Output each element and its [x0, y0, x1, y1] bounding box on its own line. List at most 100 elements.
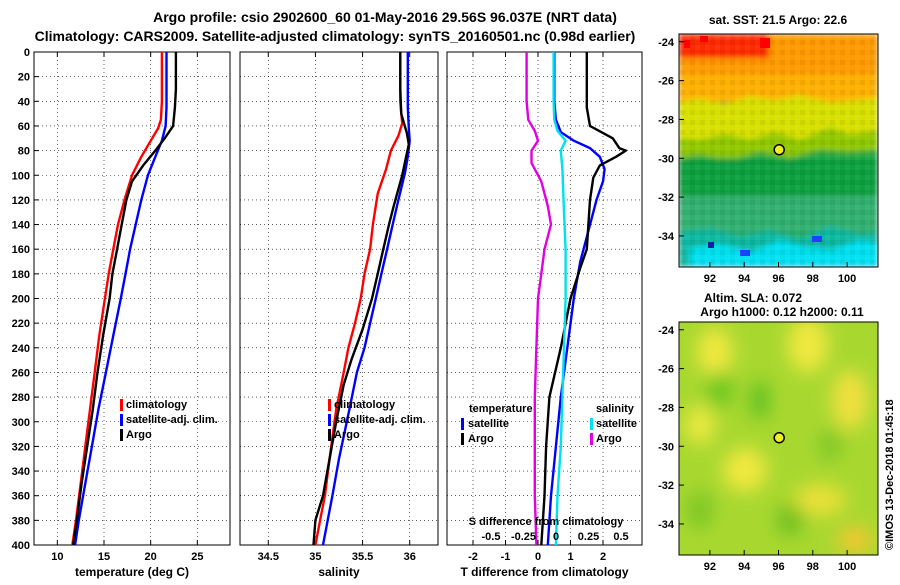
y-tick-label: 80: [18, 146, 30, 158]
secondary-x-tick-label: 0: [553, 531, 559, 543]
map-y-tick-label: -24: [658, 325, 675, 337]
legend-label: Argo: [596, 433, 622, 445]
argo-location-marker: [773, 143, 785, 156]
x-tick-label: 25: [191, 551, 203, 563]
legend-label: Argo: [126, 429, 152, 441]
y-tick-label: 180: [12, 269, 30, 281]
x-tick-label: 2: [600, 551, 606, 563]
legend-label: Argo: [334, 429, 360, 441]
x-axis-label: T difference from climatology: [460, 565, 628, 579]
series-line-climatology: [71, 52, 164, 546]
legend-label: satellite: [596, 418, 637, 430]
y-tick-label: 120: [12, 195, 30, 207]
legend-label: satellite-adj. clim.: [334, 414, 426, 426]
map-y-tick-label: -32: [658, 480, 674, 492]
legend-swatch: [461, 418, 464, 430]
map-x-tick-label: 96: [772, 273, 784, 285]
y-tick-label: 360: [12, 491, 30, 503]
legend-title-salinity: salinity: [596, 403, 635, 415]
map-y-tick-label: -30: [658, 441, 674, 453]
x-axis-label: temperature (deg C): [75, 565, 189, 579]
y-tick-label: 0: [24, 47, 30, 59]
legend-label: climatology: [126, 399, 188, 411]
map-y-tick-label: -24: [658, 37, 675, 49]
sla-map-title: Altim. SLA: 0.072: [704, 291, 802, 305]
series-line-t-argo: [540, 52, 627, 546]
y-tick-label: 40: [18, 96, 30, 108]
y-tick-label: 20: [18, 72, 30, 84]
plot-frame: [239, 51, 439, 546]
salinity-profile: 34.5 35 35.5 36 salinity climatology satellite…: [239, 51, 439, 579]
x-tick-label: -2: [468, 551, 478, 563]
y-tick-label: 140: [12, 220, 30, 232]
map-y-tick-label: -30: [658, 153, 674, 165]
sst-map-title: sat. SST: 21.5 Argo: 22.6: [709, 13, 848, 27]
x-tick-label: 36: [404, 551, 416, 563]
sla-map: 92 94 96 98 100 -24 -26 -28 -30 -32 -34 Altim. SLA:…: [658, 291, 879, 573]
y-tick-label: 300: [12, 417, 30, 429]
legend-label: satellite: [468, 418, 509, 430]
secondary-x-axis-label: S difference from climatology: [469, 516, 625, 528]
y-tick-label: 200: [12, 294, 30, 306]
argo-location-marker: [773, 431, 785, 444]
y-tick-label: 320: [12, 441, 30, 453]
legend-title-temperature: temperature: [469, 403, 533, 415]
y-tick-label: 220: [12, 318, 30, 330]
secondary-x-tick-label: 0.25: [578, 531, 599, 543]
y-tick-label: 100: [12, 170, 30, 182]
series-line-satellite-adj-clim-: [73, 52, 168, 546]
y-tick-label: 260: [12, 367, 30, 379]
header-line-2: Climatology: CARS2009. Satellite-adjuste…: [35, 28, 636, 44]
legend-swatch: [590, 433, 593, 445]
x-tick-label: 0: [535, 551, 541, 563]
x-tick-label: 35: [309, 551, 321, 563]
secondary-x-tick-label: 0.5: [613, 531, 628, 543]
map-y-tick-label: -26: [658, 76, 674, 88]
sst-map: 92 94 96 98 100 -24 -26 -28 -30 -32 -34 sat. SST: 2…: [658, 13, 879, 285]
plot-frame: [446, 51, 643, 546]
legend-swatch: [120, 399, 123, 411]
map-x-tick-label: 98: [807, 561, 819, 573]
legend-swatch: [328, 399, 331, 411]
x-tick-label: 34.5: [258, 551, 279, 563]
map-x-tick-label: 96: [772, 561, 784, 573]
map-y-tick-label: -34: [658, 519, 675, 531]
x-tick-label: 15: [98, 551, 110, 563]
sla-map-image: [679, 322, 878, 555]
x-tick-label: 1: [567, 551, 573, 563]
series-line-argo: [72, 52, 178, 546]
map-x-tick-label: 100: [838, 561, 856, 573]
legend-swatch: [461, 433, 464, 445]
secondary-x-tick-label: -0.5: [482, 531, 501, 543]
map-x-tick-label: 100: [838, 273, 856, 285]
x-tick-label: 35.5: [352, 551, 373, 563]
legend-label: satellite-adj. clim.: [126, 414, 218, 426]
x-tick-label: 10: [51, 551, 63, 563]
credit-text: ©IMOS 13-Dec-2018 01:45:18: [884, 399, 896, 550]
y-tick-label: 280: [12, 392, 30, 404]
sla-map-subtitle: Argo h1000: 0.12 h2000: 0.11: [700, 305, 864, 319]
y-tick-label: 400: [12, 540, 30, 552]
map-x-tick-label: 94: [738, 273, 751, 285]
series-line-argo: [312, 52, 410, 546]
plot-frame: [33, 51, 231, 546]
legend-swatch: [120, 429, 123, 441]
map-x-tick-label: 94: [738, 561, 751, 573]
map-x-tick-label: 98: [807, 273, 819, 285]
secondary-x-tick-label: -0.25: [511, 531, 536, 543]
legend-label: climatology: [334, 399, 396, 411]
map-x-tick-label: 92: [704, 273, 716, 285]
legend-swatch: [328, 414, 331, 426]
y-tick-label: 160: [12, 244, 30, 256]
y-tick-label: 240: [12, 343, 30, 355]
y-tick-label: 340: [12, 466, 30, 478]
map-y-tick-label: -26: [658, 364, 674, 376]
y-tick-label: 60: [18, 121, 30, 133]
map-y-tick-label: -34: [658, 231, 675, 243]
legend-swatch: [328, 429, 331, 441]
series-line-s-satellite: [552, 52, 567, 546]
x-tick-label: -1: [501, 551, 511, 563]
series-line-t-satellite: [546, 52, 606, 546]
